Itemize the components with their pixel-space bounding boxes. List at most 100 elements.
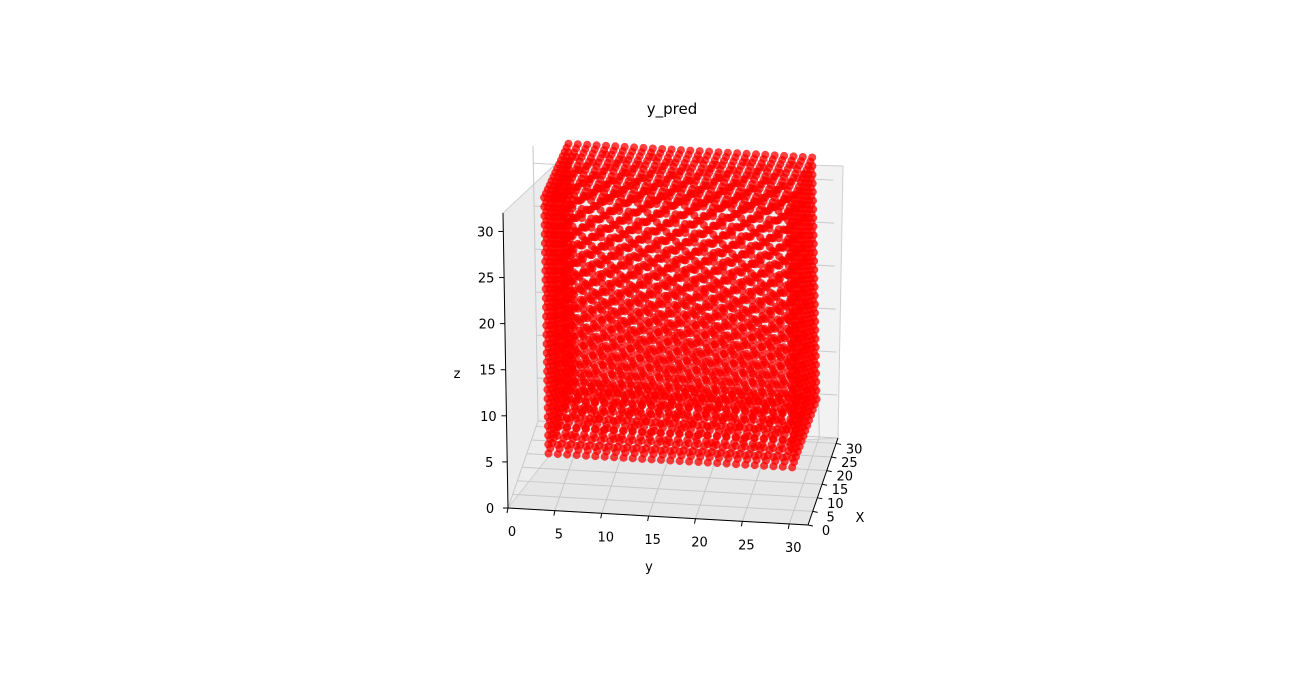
scatter-point — [562, 386, 571, 395]
scatter-point — [720, 359, 729, 368]
scatter-point — [636, 354, 645, 363]
scatter-point — [646, 400, 655, 409]
scatter-point — [757, 333, 766, 342]
x-tick-mark — [826, 470, 832, 473]
scatter-point — [597, 233, 605, 242]
scatter-point — [765, 224, 774, 233]
scatter-point — [750, 433, 759, 442]
scatter-point — [570, 323, 579, 332]
scatter-point — [663, 273, 672, 282]
scatter-point — [628, 417, 637, 426]
scatter-point — [581, 396, 589, 405]
z-tick-label: 0 — [486, 502, 494, 517]
scatter-point — [662, 209, 671, 218]
scatter-point — [739, 351, 748, 359]
scatter-point — [569, 277, 578, 286]
scatter-point — [597, 260, 606, 269]
scatter-point — [767, 343, 776, 352]
scatter-point — [730, 359, 739, 368]
scatter-point — [587, 214, 596, 223]
scatter-point — [572, 414, 580, 423]
scatter-point — [598, 306, 607, 315]
scatter-point — [730, 387, 739, 395]
scatter-point — [568, 213, 577, 222]
scatter-point — [731, 441, 740, 450]
scatter-point — [540, 193, 549, 202]
scatter-point — [720, 313, 729, 322]
scatter-point — [710, 276, 719, 285]
scatter-point — [672, 237, 680, 246]
scatter-point — [653, 273, 662, 282]
scatter-point — [759, 425, 768, 434]
scatter-point — [656, 428, 665, 437]
scatter-point — [606, 233, 615, 242]
scatter-point — [750, 424, 759, 433]
scatter-point — [628, 445, 637, 454]
z-tick-label: 15 — [479, 364, 496, 379]
scatter-point — [598, 333, 607, 342]
scatter-point — [552, 349, 561, 358]
grid-line-x-floor — [512, 493, 813, 512]
scatter-point — [579, 314, 588, 323]
scatter-point — [747, 278, 756, 287]
scatter-point — [570, 350, 579, 359]
scatter-point — [682, 311, 691, 320]
scatter-point — [690, 238, 699, 247]
scatter-point — [608, 334, 617, 343]
scatter-point — [633, 198, 642, 207]
scatter-point — [646, 364, 654, 372]
scatter-point — [635, 272, 644, 280]
scatter-point — [787, 417, 796, 426]
scatter-point — [666, 447, 675, 456]
scatter-point — [543, 385, 552, 394]
scatter-point — [599, 397, 608, 406]
scatter-point — [618, 399, 627, 407]
scatter-point — [654, 309, 663, 318]
scatter-point — [637, 409, 646, 418]
scatter-point — [619, 453, 628, 462]
scatter-point — [552, 395, 561, 404]
scatter-point — [767, 361, 776, 370]
scatter-point — [692, 330, 701, 339]
scatter-point — [596, 196, 605, 205]
scatter-point — [786, 344, 795, 353]
scatter-point — [759, 406, 768, 415]
scatter-point — [553, 431, 562, 440]
scatter-point — [655, 391, 664, 400]
scatter-point — [666, 456, 675, 465]
scatter-point — [542, 349, 551, 357]
scatter-point — [747, 260, 756, 269]
scatter-point — [728, 259, 737, 268]
scatter-point — [775, 280, 784, 288]
scatter-point — [774, 234, 783, 243]
scatter-point — [643, 236, 652, 244]
scatter-point — [665, 410, 674, 419]
scatter-point — [786, 335, 794, 344]
scatter-point — [732, 460, 740, 469]
scatter-point — [596, 205, 605, 214]
scatter-point — [580, 360, 589, 369]
scatter-point — [769, 462, 778, 471]
scatter-point — [786, 353, 795, 362]
scatter-point — [722, 432, 731, 441]
scatter-point — [774, 225, 783, 234]
grid-line-y-floor — [788, 436, 820, 525]
scatter-point — [691, 284, 700, 293]
scatter-point — [665, 401, 674, 410]
scatter-point — [728, 268, 737, 277]
scatter-point — [692, 348, 701, 357]
scatter-point — [578, 250, 587, 259]
scatter-point — [587, 232, 596, 241]
scatter-point — [673, 329, 682, 337]
y-tick-mark — [787, 523, 790, 530]
scatter-point — [568, 222, 577, 231]
scatter-point — [544, 422, 552, 431]
scatter-point — [700, 257, 709, 266]
scatter-point — [785, 317, 794, 326]
scatter-point — [560, 313, 569, 322]
scatter-point — [656, 419, 665, 428]
scatter-point — [599, 407, 608, 415]
scatter-point — [766, 297, 775, 306]
scatter-point — [646, 373, 655, 382]
scatter-point — [672, 292, 681, 301]
